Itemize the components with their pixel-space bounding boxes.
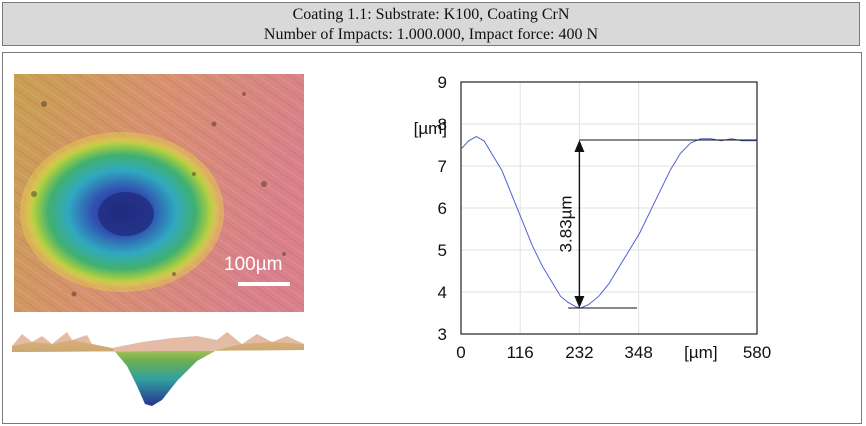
micrograph-image: [14, 74, 304, 312]
title-line-2: Number of Impacts: 1.000.000, Impact for…: [263, 26, 599, 43]
chart-grid: [460, 81, 758, 335]
depth-profile-chart: 3 4 5 6 7 8 9 0 116 232 348 580 [µm] [µm] 3.83µm: [414, 73, 772, 362]
y-tick-label: 6: [438, 199, 447, 218]
x-tick-label: 116: [507, 343, 534, 362]
y-tick-label: 4: [438, 283, 447, 302]
series-line: [460, 136, 757, 309]
crater-3d-svg: [12, 332, 304, 406]
y-tick-label: 8: [438, 115, 447, 134]
crater-3d-profile: [12, 326, 304, 416]
y-tick-label: 3: [438, 325, 447, 344]
scale-bar-label: 100µm: [224, 254, 283, 275]
y-tick-label: 5: [438, 241, 447, 260]
x-tick-label: 348: [624, 343, 652, 362]
x-tick-label: 232: [565, 343, 593, 362]
plot-frame: [460, 81, 758, 335]
x-axis-label: [µm]: [684, 343, 717, 362]
x-tick-label: 0: [456, 343, 465, 362]
title-banner: Coating 1.1: Substrate: K100, Coating Cr…: [2, 2, 860, 46]
annotation-arrowhead-up: [574, 139, 585, 152]
annotation-depth-label: 3.83µm: [556, 195, 575, 252]
title-line-1: Coating 1.1: Substrate: K100, Coating Cr…: [292, 6, 570, 23]
y-tick-labels: 3 4 5 6 7 8 9: [438, 73, 447, 344]
y-axis-label: [µm]: [414, 119, 447, 138]
y-tick-label: 7: [438, 157, 447, 176]
scale-bar: [238, 282, 290, 286]
x-tick-label: 580: [743, 343, 771, 362]
x-tick-labels: 0 116 232 348 580: [456, 343, 771, 362]
micrograph-svg: [14, 74, 304, 312]
annotation-arrowhead-down: [574, 295, 585, 308]
y-tick-label: 9: [438, 73, 447, 92]
